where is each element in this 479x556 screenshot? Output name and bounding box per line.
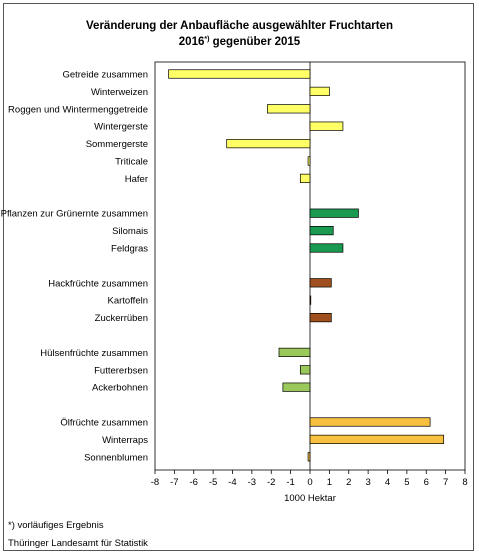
bar [307, 156, 311, 166]
category-label: Hülsenfrüchte zusammen [40, 348, 148, 359]
category-label: Feldgras [111, 244, 148, 255]
bar [309, 434, 445, 444]
x-tick-label: 8 [462, 477, 467, 488]
x-tick-label: -3 [248, 477, 256, 488]
source-note: Thüringer Landesamt für Statistik [8, 538, 148, 549]
x-axis-label: 1000 Hektar [284, 493, 336, 504]
chart-title: Veränderung der Anbaufläche ausgewählter… [86, 20, 393, 32]
bar [226, 139, 311, 149]
bar [309, 243, 344, 253]
bar [309, 313, 332, 323]
category-label: Winterraps [102, 435, 148, 446]
category-label: Pflanzen zur Grünernte zusammen [1, 209, 148, 220]
category-label: Hackfrüchte zusammen [48, 278, 148, 289]
bar [299, 365, 311, 375]
bar [309, 208, 359, 218]
x-tick-label: 0 [307, 477, 312, 488]
bar [307, 452, 311, 462]
x-tick-label: 5 [404, 477, 409, 488]
category-label: Hafer [125, 174, 148, 185]
x-tick-label: -6 [190, 477, 198, 488]
x-tick-label: -8 [151, 477, 159, 488]
bar [267, 104, 311, 114]
footnote: *) vorläufiges Ergebnis [8, 520, 104, 531]
category-label: Winterweizen [91, 87, 148, 98]
category-label: Futtererbsen [94, 365, 148, 376]
x-tick-label: 1 [327, 477, 332, 488]
bar [309, 226, 334, 236]
x-tick-label: 4 [385, 477, 390, 488]
bar [168, 69, 311, 79]
category-label: Sommergerste [86, 139, 148, 150]
category-label: Sonnenblumen [84, 452, 148, 463]
category-label: Kartoffeln [108, 296, 149, 307]
category-label: Silomais [112, 226, 148, 237]
x-tick-label: 7 [443, 477, 448, 488]
bar [282, 382, 311, 392]
x-tick-label: -1 [286, 477, 294, 488]
x-tick-label: 2 [346, 477, 351, 488]
chart-frame [3, 3, 474, 551]
bar [309, 86, 330, 97]
x-tick-label: -2 [267, 477, 275, 488]
category-label: Triticale [115, 157, 148, 168]
bar [309, 278, 332, 288]
x-tick-label: 6 [424, 477, 429, 488]
category-label: Zuckerrüben [95, 313, 148, 324]
x-tick-label: -7 [170, 477, 178, 488]
category-label: Wintergerste [94, 122, 148, 133]
bar [309, 121, 344, 131]
x-tick-label: -5 [209, 477, 217, 488]
chart-subtitle: 2016*) gegenüber 2015 [0, 33, 479, 49]
category-label: Getreide zusammen [62, 70, 148, 81]
x-tick-label: 3 [365, 477, 370, 488]
bar [309, 295, 312, 305]
x-tick-label: -4 [228, 477, 236, 488]
category-label: Ölfrüchte zusammen [60, 418, 148, 429]
category-label: Roggen und Wintermenggetreide [8, 104, 148, 115]
subtitle-rest: gegenüber 2015 [209, 36, 301, 48]
bar [278, 347, 311, 357]
bar [299, 173, 311, 183]
subtitle-footnote-mark: *) [204, 36, 210, 43]
subtitle-year: 2016 [178, 36, 205, 48]
category-label: Ackerbohnen [92, 383, 148, 394]
bar [309, 417, 431, 427]
